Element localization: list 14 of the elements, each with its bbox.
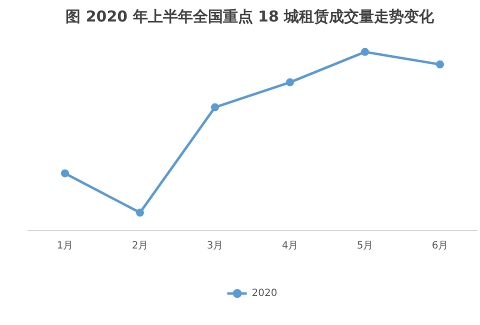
legend-label: 2020: [252, 288, 278, 298]
x-tick-label: 3月: [206, 240, 224, 252]
x-tick-label: 5月: [356, 240, 374, 252]
x-tick-label: 2月: [132, 240, 148, 252]
x-tick-label: 1月: [56, 240, 74, 252]
point: [436, 60, 444, 68]
point: [361, 48, 369, 56]
x-tick-label: 6月: [432, 240, 448, 252]
point: [286, 78, 294, 86]
point: [61, 169, 69, 178]
x-tick-label: 4月: [282, 240, 298, 252]
point: [136, 208, 144, 217]
chart-title: 图 2020 年上半年全国重点 18 城租赁成交量走势变化: [66, 8, 436, 26]
point: [211, 103, 219, 112]
